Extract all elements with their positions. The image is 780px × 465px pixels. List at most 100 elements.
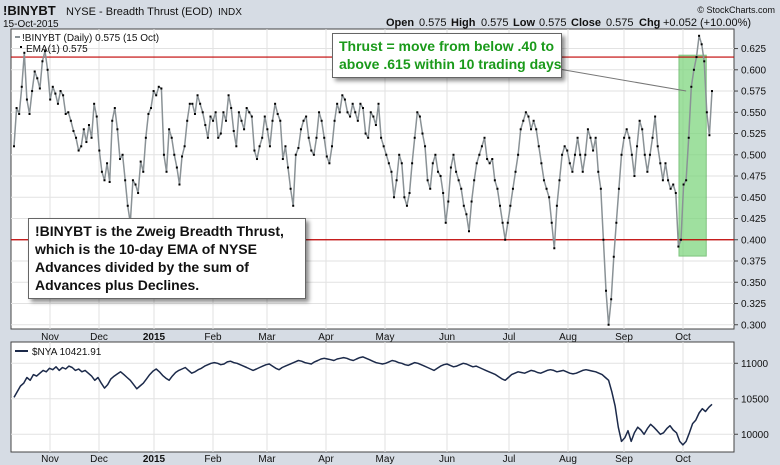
- index-tag: INDX: [218, 7, 242, 18]
- breadth-point: [491, 158, 494, 161]
- breadth-point: [343, 98, 346, 101]
- x-tick-label: Jul: [503, 454, 516, 465]
- close-value: 0.575: [606, 17, 634, 29]
- breadth-point: [124, 179, 127, 182]
- y-tick-label: 0.375: [741, 257, 766, 268]
- breadth-point: [483, 136, 486, 139]
- breadth-point: [72, 129, 75, 132]
- breadth-point: [328, 162, 331, 165]
- breadth-point: [204, 124, 207, 127]
- y-tick-label: 0.425: [741, 214, 766, 225]
- breadth-point: [478, 153, 481, 156]
- breadth-point: [607, 323, 610, 326]
- breadth-point: [599, 187, 602, 190]
- breadth-point: [279, 119, 282, 122]
- nya-legend: $NYA 10421.91: [32, 347, 102, 358]
- breadth-point: [628, 136, 631, 139]
- breadth-point: [181, 155, 184, 158]
- breadth-point: [44, 50, 47, 53]
- breadth-point: [558, 179, 561, 182]
- y-tick-label: 10500: [741, 394, 769, 405]
- breadth-point: [162, 153, 165, 156]
- x-tick-label: Aug: [559, 332, 577, 343]
- breadth-point: [323, 136, 326, 139]
- breadth-point: [480, 145, 483, 148]
- x-tick-label: Aug: [559, 454, 577, 465]
- breadth-point: [362, 107, 364, 110]
- date-label: 15-Oct-2015: [3, 19, 59, 30]
- breadth-point: [224, 119, 227, 122]
- breadth-point: [359, 102, 362, 105]
- breadth-point: [393, 196, 396, 199]
- breadth-point: [268, 145, 271, 148]
- breadth-point: [447, 200, 450, 203]
- breadth-point: [548, 196, 551, 199]
- breadth-point: [121, 153, 124, 156]
- breadth-point: [67, 111, 70, 114]
- breadth-point: [142, 170, 145, 173]
- breadth-point: [537, 145, 540, 148]
- breadth-point: [175, 166, 178, 169]
- breadth-point: [579, 153, 582, 156]
- breadth-point: [219, 132, 222, 135]
- breadth-point: [674, 192, 677, 195]
- breadth-point: [643, 153, 646, 156]
- breadth-point: [424, 145, 427, 148]
- breadth-point: [103, 179, 106, 182]
- x-tick-label: Dec: [90, 332, 108, 343]
- breadth-point: [13, 145, 15, 148]
- breadth-point: [636, 145, 639, 148]
- breadth-point: [395, 179, 398, 182]
- breadth-point: [439, 175, 442, 178]
- breadth-point: [431, 162, 434, 165]
- breadth-point: [302, 119, 305, 122]
- breadth-point: [687, 136, 690, 139]
- breadth-point: [377, 102, 380, 105]
- breadth-point: [573, 153, 576, 156]
- breadth-point: [23, 51, 26, 54]
- breadth-point: [566, 149, 569, 152]
- breadth-point: [711, 90, 713, 93]
- breadth-point: [695, 56, 698, 59]
- ema-legend: EMA(1) 0.575: [26, 44, 88, 55]
- breadth-point: [144, 136, 147, 139]
- breadth-point: [256, 158, 259, 161]
- breadth-point: [297, 146, 300, 149]
- breadth-point: [54, 92, 57, 95]
- breadth-point: [553, 247, 556, 250]
- breadth-point: [46, 68, 49, 71]
- breadth-point: [519, 128, 522, 131]
- breadth-point: [493, 179, 496, 182]
- breadth-point: [188, 102, 191, 105]
- breadth-point: [654, 115, 657, 118]
- breadth-point: [648, 153, 651, 156]
- breadth-point: [281, 158, 284, 161]
- y-tick-label: 0.500: [741, 150, 766, 161]
- breadth-point: [274, 102, 277, 105]
- breadth-point: [659, 162, 662, 165]
- breadth-point: [116, 128, 119, 131]
- x-tick-label: May: [376, 454, 395, 465]
- breadth-point: [227, 94, 230, 97]
- breadth-point: [545, 187, 548, 190]
- breadth-point: [183, 145, 186, 148]
- breadth-point: [266, 128, 269, 131]
- thrust-line: above .615 within 10 trading days: [339, 56, 562, 72]
- breadth-point: [90, 136, 93, 139]
- callout-arrow: [552, 67, 687, 92]
- close-label: Close: [571, 17, 601, 29]
- breadth-point: [708, 134, 711, 137]
- breadth-point: [620, 153, 623, 156]
- thrust-highlight-layer: [678, 54, 707, 257]
- breadth-point: [294, 153, 297, 156]
- breadth-point: [108, 180, 111, 183]
- x-tick-label: Oct: [675, 332, 691, 343]
- breadth-point: [488, 162, 491, 165]
- breadth-point: [62, 94, 65, 97]
- x-tick-label: Oct: [675, 454, 691, 465]
- breadth-point: [126, 204, 129, 207]
- nya-series: [13, 356, 713, 446]
- breadth-point: [475, 162, 478, 165]
- breadth-point: [80, 145, 83, 148]
- breadth-point: [28, 112, 31, 115]
